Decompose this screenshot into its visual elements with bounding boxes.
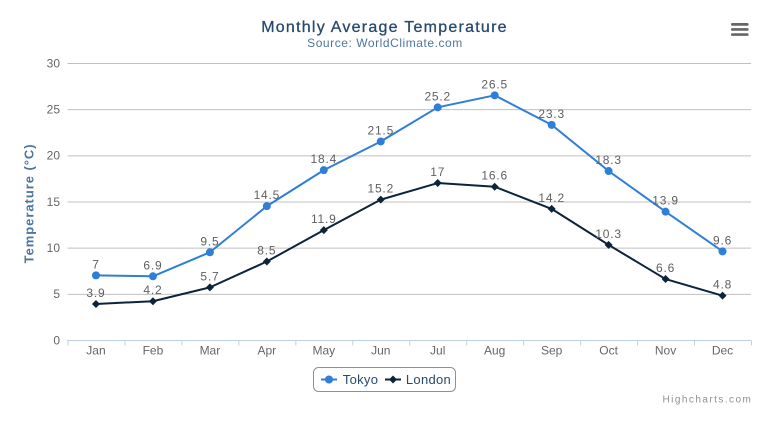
svg-text:5.7: 5.7 (200, 269, 219, 283)
svg-text:10: 10 (47, 241, 61, 255)
svg-text:4.8: 4.8 (713, 278, 732, 292)
svg-text:25.2: 25.2 (424, 89, 451, 103)
svg-text:Oct: Oct (599, 344, 618, 358)
svg-text:21.5: 21.5 (367, 123, 394, 137)
svg-text:8.5: 8.5 (257, 244, 276, 258)
svg-text:Nov: Nov (655, 344, 676, 358)
svg-text:0: 0 (53, 333, 60, 347)
svg-text:26.5: 26.5 (481, 77, 508, 91)
svg-text:Tokyo: Tokyo (343, 372, 378, 387)
svg-text:5: 5 (53, 287, 60, 301)
svg-text:18.4: 18.4 (311, 152, 338, 166)
svg-text:Apr: Apr (258, 344, 277, 358)
svg-text:Highcharts.com: Highcharts.com (663, 394, 753, 405)
svg-text:14.2: 14.2 (538, 191, 565, 205)
svg-text:14.5: 14.5 (254, 188, 281, 202)
svg-text:6.9: 6.9 (143, 258, 162, 272)
svg-text:Jan: Jan (86, 344, 105, 358)
svg-text:13.9: 13.9 (652, 194, 679, 208)
svg-text:Aug: Aug (484, 344, 505, 358)
svg-text:London: London (406, 372, 451, 387)
svg-text:16.6: 16.6 (481, 169, 508, 183)
svg-text:10.3: 10.3 (595, 227, 622, 241)
svg-text:Jun: Jun (371, 344, 390, 358)
svg-text:Temperature (°C): Temperature (°C) (21, 143, 36, 263)
svg-text:Feb: Feb (143, 344, 164, 358)
svg-text:Source: WorldClimate.com: Source: WorldClimate.com (307, 36, 463, 50)
svg-text:Monthly Average Temperature: Monthly Average Temperature (261, 19, 508, 36)
svg-text:Jul: Jul (430, 344, 445, 358)
svg-text:25: 25 (47, 103, 61, 117)
svg-text:23.3: 23.3 (538, 107, 565, 121)
svg-text:9.6: 9.6 (713, 233, 732, 247)
svg-text:9.5: 9.5 (200, 234, 219, 248)
svg-text:17: 17 (430, 165, 445, 179)
svg-text:4.2: 4.2 (143, 283, 162, 297)
svg-text:15: 15 (47, 195, 61, 209)
svg-text:30: 30 (47, 56, 61, 70)
svg-text:18.3: 18.3 (595, 153, 622, 167)
svg-text:Dec: Dec (712, 344, 733, 358)
svg-text:Sep: Sep (541, 344, 563, 358)
svg-text:15.2: 15.2 (367, 182, 394, 196)
svg-text:11.9: 11.9 (311, 212, 337, 226)
svg-text:Mar: Mar (200, 344, 221, 358)
svg-text:3.9: 3.9 (86, 286, 105, 300)
svg-text:6.6: 6.6 (656, 261, 675, 275)
svg-text:May: May (312, 344, 335, 358)
svg-text:20: 20 (47, 149, 61, 163)
svg-text:7: 7 (92, 257, 99, 271)
